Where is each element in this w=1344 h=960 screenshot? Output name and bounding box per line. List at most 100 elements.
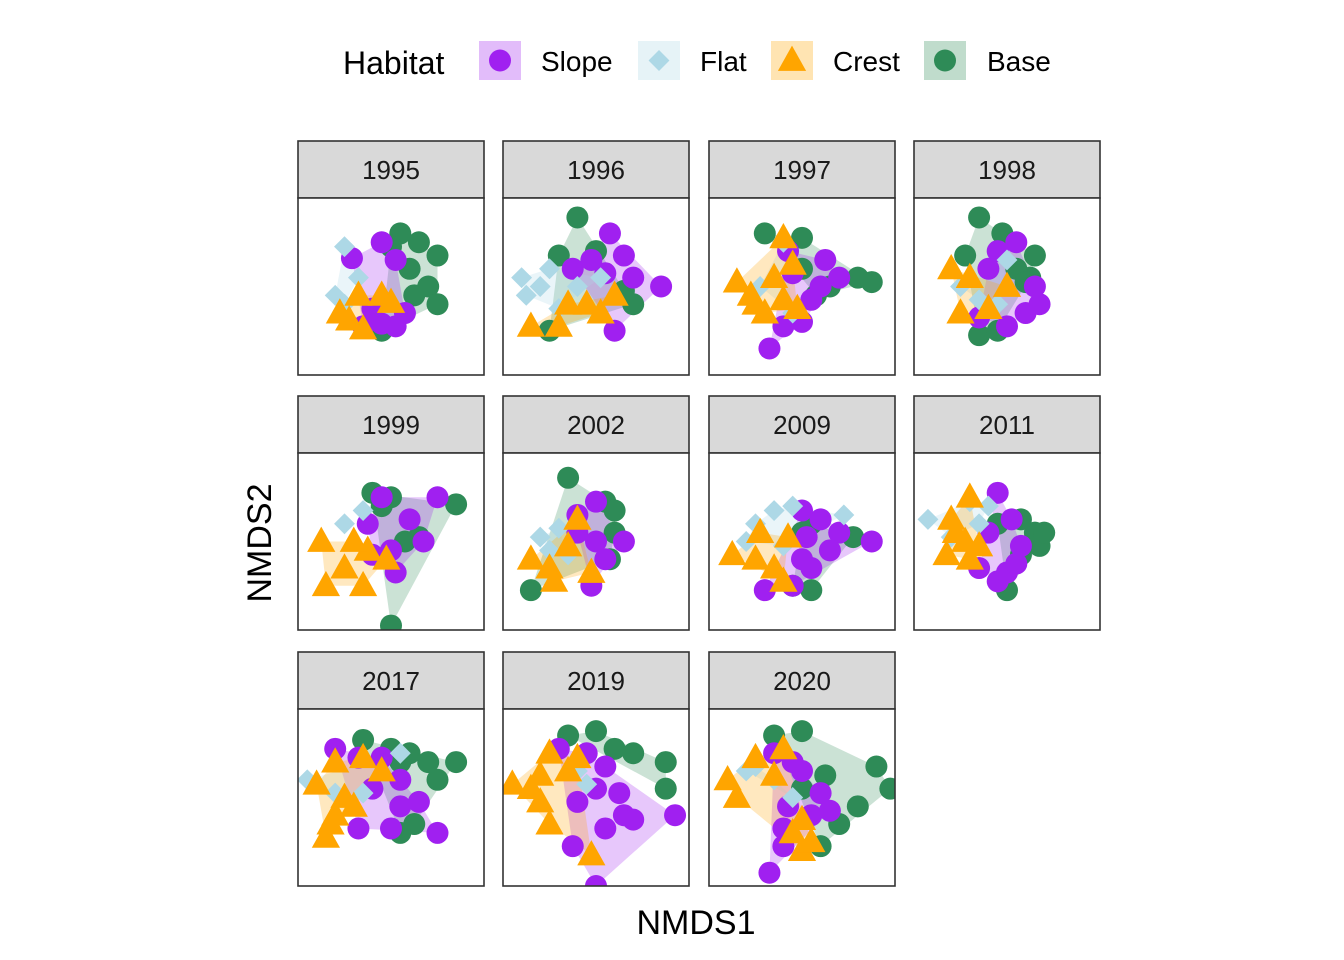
crest-point: [516, 311, 546, 337]
base-point: [380, 614, 402, 630]
slope-point: [384, 315, 407, 338]
slope-point: [664, 804, 687, 827]
panel-2011: 2011: [913, 395, 1101, 631]
flat-point: [566, 760, 588, 782]
base-point: [879, 777, 895, 800]
crest-point: [600, 280, 629, 306]
crest-point: [535, 809, 564, 835]
facet-strip: [297, 651, 485, 710]
panel-2020: 2020: [708, 651, 896, 887]
base-point: [753, 222, 776, 245]
crest-point: [955, 482, 984, 508]
facet-strip: [502, 651, 690, 710]
crest-point: [783, 293, 812, 320]
crest-point: [769, 284, 798, 311]
crest-point: [321, 747, 350, 773]
crest-point: [797, 826, 826, 853]
base-point: [557, 466, 580, 489]
slope-point: [585, 875, 607, 886]
flat-point: [529, 276, 551, 297]
crest-point: [769, 566, 798, 592]
crest-point: [526, 787, 555, 813]
flat-point: [352, 500, 374, 521]
crest-point: [955, 262, 984, 289]
flat-point: [968, 513, 990, 535]
crest-point: [736, 280, 765, 306]
slope-point: [347, 817, 370, 840]
slope-point: [603, 319, 626, 342]
slope-point: [814, 248, 837, 271]
legend-entry-slope: Slope: [479, 41, 613, 80]
crest-point: [348, 570, 378, 597]
base-point: [654, 751, 677, 774]
slope-legend-marker: [489, 49, 511, 72]
panel-border: [913, 197, 1101, 376]
panel-border: [502, 708, 690, 887]
y-axis-title: NMDS2: [241, 483, 279, 602]
crest-point: [750, 298, 779, 324]
slope-point: [860, 530, 883, 553]
slope-point: [380, 817, 402, 840]
flat-point: [352, 782, 374, 804]
facet-label: 2011: [979, 410, 1035, 440]
panel-2002: 2002: [502, 395, 690, 631]
crest-point: [778, 249, 807, 275]
facet-label: 1999: [362, 410, 420, 440]
crest-point: [769, 222, 798, 249]
slope-point: [594, 755, 617, 778]
facet-strip: [297, 395, 485, 454]
base-point: [547, 244, 570, 267]
slope-point: [986, 481, 1009, 504]
flat-point: [782, 787, 804, 808]
base-point: [603, 499, 626, 522]
facet-label: 2002: [567, 410, 625, 440]
crest-point: [722, 782, 752, 808]
base-point: [622, 742, 645, 765]
crest-point: [503, 769, 527, 795]
base-point: [1033, 521, 1056, 544]
facet-strip: [708, 651, 896, 710]
panel-2019: 2019: [502, 651, 690, 887]
flat-point: [334, 236, 355, 258]
flat-point: [548, 517, 570, 539]
slope-point: [977, 257, 1000, 280]
facet-label: 1997: [773, 155, 831, 185]
crest-point: [516, 773, 546, 800]
crest-point: [348, 742, 378, 769]
panel-1997: 1997: [708, 140, 896, 376]
crest-point: [339, 791, 368, 817]
crest-point: [759, 262, 789, 289]
crest-point: [932, 539, 961, 566]
crest-point: [311, 822, 341, 848]
slope-point: [828, 521, 851, 544]
panel-border: [708, 708, 896, 887]
legend-label-flat: Flat: [700, 46, 747, 77]
crest-point: [376, 287, 406, 313]
slope-point: [1000, 508, 1023, 531]
base-point: [654, 777, 677, 800]
panel-border: [913, 452, 1101, 631]
flat-point: [348, 267, 369, 289]
slope-point: [818, 539, 841, 562]
flat-point: [324, 782, 346, 804]
legend-entry-crest: Crest: [771, 41, 900, 80]
crest-point: [759, 760, 789, 786]
slope-point: [612, 530, 635, 553]
crest-point: [553, 289, 583, 315]
panel-background: [298, 198, 484, 375]
slope-point: [426, 486, 449, 509]
slope-point: [650, 275, 673, 298]
base-point: [585, 720, 607, 743]
flat-point: [515, 284, 537, 306]
panel-border: [297, 197, 485, 376]
slope-point: [1009, 534, 1032, 557]
base-point: [954, 244, 977, 267]
crest-point: [372, 544, 401, 570]
slope-point: [608, 782, 631, 805]
slope-point: [598, 222, 621, 245]
base-point: [403, 284, 426, 307]
flat-point: [977, 495, 999, 517]
slope-point: [594, 548, 617, 571]
panel-2017: 2017: [297, 651, 485, 887]
base-point: [566, 206, 589, 229]
